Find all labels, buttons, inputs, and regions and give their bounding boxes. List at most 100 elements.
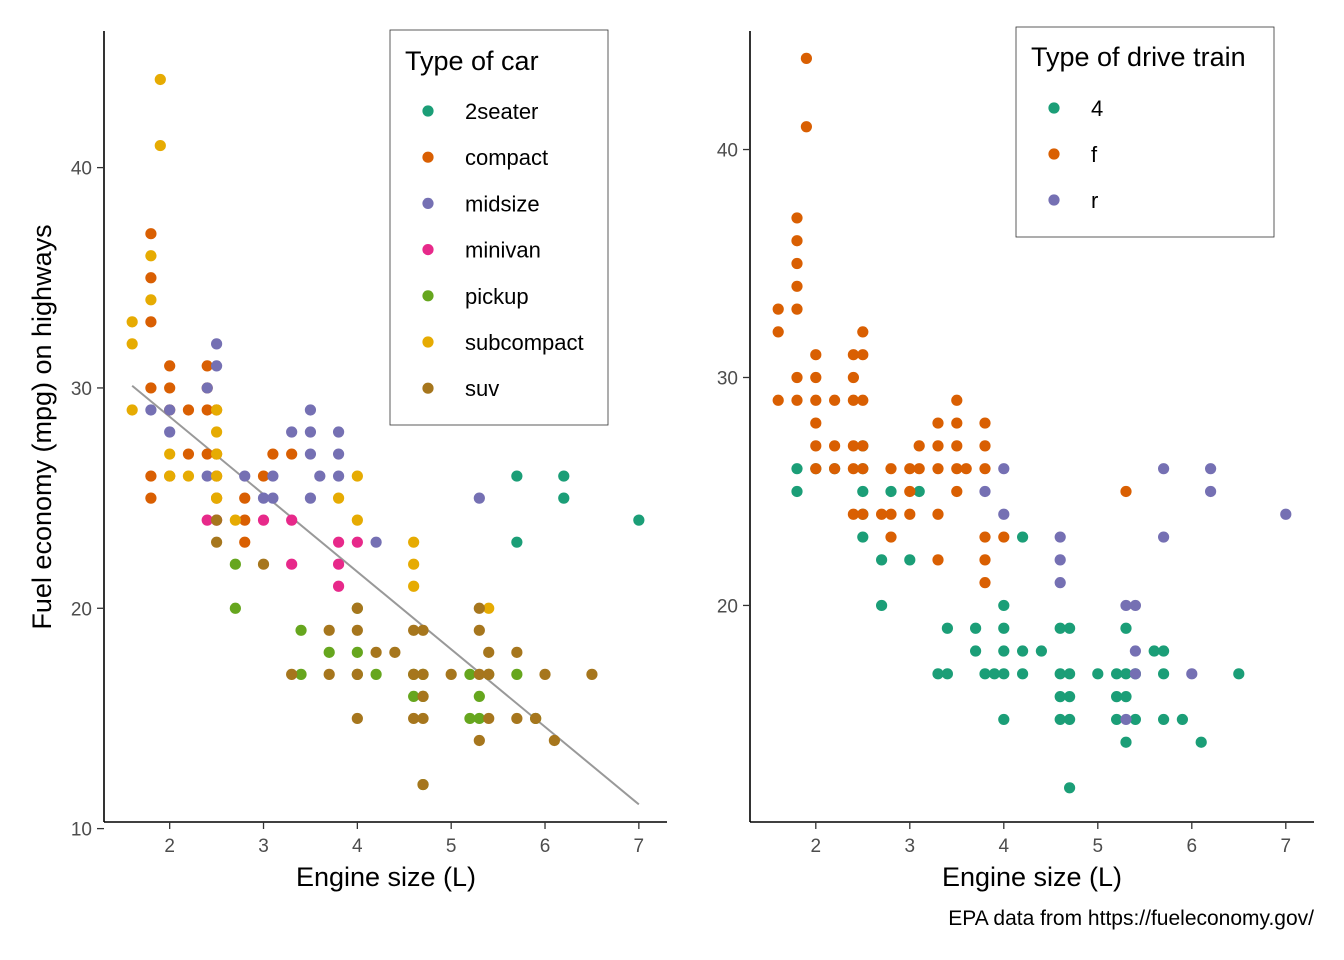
data-point-suv <box>483 646 495 658</box>
data-point-f <box>904 508 916 520</box>
data-point-4 <box>1054 713 1066 726</box>
data-point-midsize <box>314 470 326 482</box>
data-point-r <box>1158 463 1170 475</box>
data-point-4 <box>1120 622 1132 634</box>
x-tick-label: 5 <box>446 836 457 857</box>
legend-key-pickup <box>422 290 434 302</box>
legend-label: r <box>1091 188 1098 213</box>
data-point-f <box>772 394 784 406</box>
data-point-suv <box>483 668 495 680</box>
data-point-compact <box>164 382 176 394</box>
data-point-4 <box>1233 668 1245 680</box>
data-point-minivan <box>201 514 213 526</box>
data-point-f <box>885 531 897 543</box>
data-point-4 <box>932 668 944 680</box>
data-point-compact <box>239 492 251 504</box>
data-point-r <box>1129 668 1141 680</box>
data-point-compact <box>286 448 298 460</box>
data-point-f <box>847 349 860 361</box>
data-point-compact <box>201 360 213 372</box>
data-point-2seater <box>511 536 523 548</box>
data-point-f <box>810 417 822 429</box>
data-point-suv <box>351 668 363 680</box>
x-tick-label: 3 <box>905 836 916 857</box>
data-point-r <box>1054 554 1066 566</box>
data-point-suv <box>408 668 420 680</box>
data-point-subcompact <box>211 470 223 482</box>
data-point-f <box>951 463 963 475</box>
data-point-compact <box>145 492 157 504</box>
legend-key-4 <box>1048 102 1060 114</box>
points-layer <box>772 52 1292 794</box>
data-point-4 <box>1054 668 1066 680</box>
data-point-4 <box>876 599 888 612</box>
data-point-4 <box>998 668 1010 680</box>
legend-entries: 4 fr <box>1048 96 1103 213</box>
data-point-midsize <box>370 536 382 548</box>
data-point-2seater <box>558 492 570 504</box>
data-point-4 <box>1017 668 1029 680</box>
data-point-suv <box>257 558 270 570</box>
data-point-subcompact <box>126 404 138 416</box>
data-point-4 <box>1148 645 1160 657</box>
data-point-4 <box>1158 713 1170 726</box>
data-point-r <box>1186 668 1198 680</box>
data-point-suv <box>323 624 335 636</box>
data-point-midsize <box>286 426 298 438</box>
data-point-4 <box>1158 668 1170 680</box>
data-point-4 <box>970 622 982 634</box>
data-point-subcompact <box>164 470 176 482</box>
legend-key-f <box>1048 148 1060 160</box>
data-point-f <box>904 463 916 475</box>
data-point-suv <box>511 712 523 725</box>
data-point-4 <box>1111 668 1123 680</box>
ticks-layer: 2 3 4 5 6 7 10 20 30 40 <box>71 159 644 857</box>
data-point-suv <box>323 668 335 680</box>
data-point-subcompact <box>145 294 157 306</box>
data-point-minivan <box>286 558 298 570</box>
data-point-subcompact <box>154 139 166 152</box>
data-point-f <box>847 394 860 406</box>
data-point-4 <box>1158 645 1170 657</box>
data-point-4 <box>1111 691 1123 703</box>
legend-label: f <box>1091 142 1098 167</box>
data-point-f <box>979 463 991 475</box>
data-point-f <box>810 463 822 475</box>
x-tick-label: 6 <box>1187 836 1198 857</box>
legend-key-2seater <box>422 105 434 117</box>
data-point-midsize <box>473 492 485 504</box>
data-point-f <box>772 303 784 315</box>
data-point-midsize <box>304 404 317 416</box>
data-point-suv <box>286 668 298 680</box>
data-point-r <box>1129 599 1141 612</box>
data-point-4 <box>1064 782 1076 794</box>
y-tick-label: 30 <box>717 368 738 389</box>
data-point-suv <box>473 734 485 747</box>
x-tick-label: 7 <box>1281 836 1292 857</box>
data-point-4 <box>1176 713 1188 726</box>
x-axis-title: Engine size (L) <box>296 862 476 892</box>
data-point-4 <box>998 713 1010 726</box>
data-point-pickup <box>351 646 363 658</box>
data-point-f <box>951 440 963 452</box>
data-point-compact <box>201 404 213 416</box>
data-point-4 <box>998 622 1010 634</box>
y-tick-label: 40 <box>71 159 92 180</box>
data-point-r <box>1205 463 1217 475</box>
legend-key-midsize <box>422 197 434 209</box>
data-point-4 <box>1129 713 1141 726</box>
legend-label: compact <box>465 145 548 170</box>
data-point-midsize <box>332 470 345 482</box>
data-point-f <box>810 349 822 361</box>
data-point-f <box>772 326 784 338</box>
x-tick-label: 4 <box>352 836 363 857</box>
data-point-midsize <box>304 426 317 438</box>
data-point-midsize <box>257 492 270 504</box>
data-point-midsize <box>211 360 223 372</box>
data-point-subcompact <box>408 558 420 570</box>
data-point-compact <box>145 470 157 482</box>
data-point-r <box>998 463 1010 475</box>
data-point-r <box>1120 599 1132 612</box>
data-point-pickup <box>473 712 485 725</box>
data-point-pickup <box>464 712 476 725</box>
